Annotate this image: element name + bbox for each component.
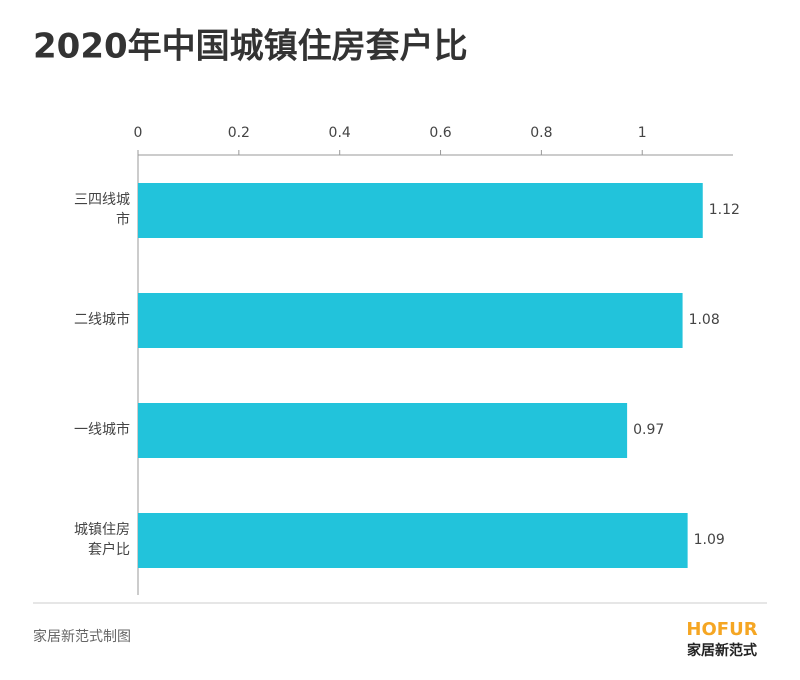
y-tick-label: 三四线城市 <box>74 192 130 228</box>
logo-top: HOFUR <box>686 619 757 640</box>
x-tick-label: 0.4 <box>329 125 351 141</box>
x-tick-label: 0.8 <box>530 125 552 141</box>
bar <box>138 183 703 238</box>
x-tick-label: 0 <box>134 125 143 141</box>
bar <box>138 293 683 348</box>
y-tick-label: 二线城市 <box>74 312 130 328</box>
y-tick-label: 一线城市 <box>74 422 130 438</box>
chart-title: 2020年中国城镇住房套户比 <box>33 27 468 67</box>
x-tick-label: 1 <box>638 125 647 141</box>
x-tick-label: 0.2 <box>228 125 250 141</box>
value-label: 1.09 <box>694 532 725 548</box>
y-tick-label: 城镇住房套户比 <box>74 522 130 558</box>
x-tick-label: 0.6 <box>429 125 451 141</box>
value-label: 0.97 <box>633 422 664 438</box>
source-note: 家居新范式制图 <box>33 628 131 645</box>
bar <box>138 513 688 568</box>
value-label: 1.12 <box>709 202 740 218</box>
bar <box>138 403 628 458</box>
logo-bottom: 家居新范式 <box>687 642 757 659</box>
value-label: 1.08 <box>689 312 720 328</box>
